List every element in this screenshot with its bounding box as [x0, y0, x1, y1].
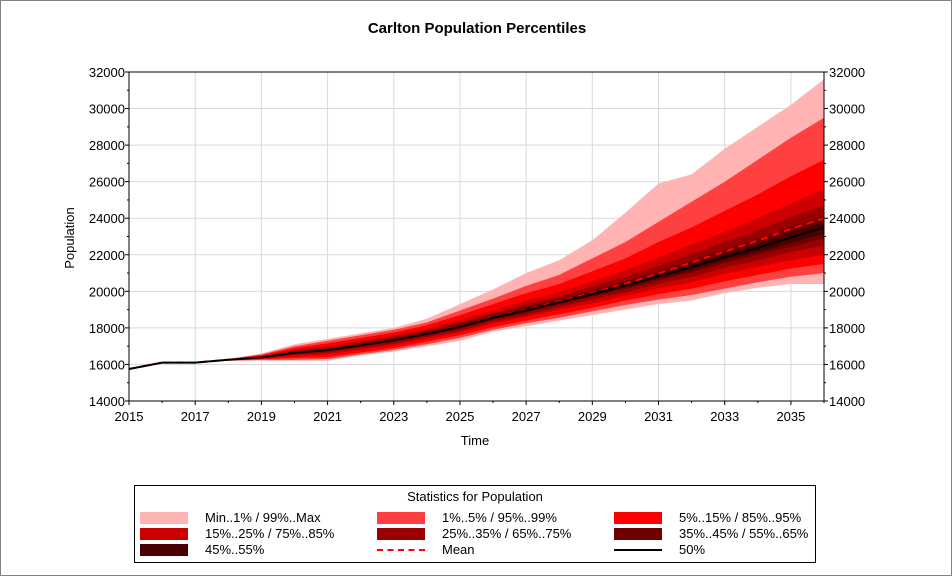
- y-tick-label: 20000: [89, 284, 125, 299]
- legend-item: 15%..25% / 75%..85%: [140, 526, 370, 542]
- y-tick-label: 14000: [89, 394, 125, 409]
- median-line: [128, 226, 825, 370]
- y-tick-label-right: 32000: [829, 65, 865, 80]
- chart-svg: Carlton Population Percentiles 14000 1400…: [62, 20, 865, 448]
- y-tick-label: 26000: [89, 175, 125, 190]
- y-tick-label-right: 20000: [829, 284, 865, 299]
- legend-label: 5%..15% / 85%..95%: [679, 510, 802, 525]
- legend-item: 50%: [614, 542, 844, 558]
- legend-swatch: [377, 528, 425, 540]
- y-tick-label: 32000: [89, 65, 125, 80]
- legend-label: 50%: [679, 542, 706, 557]
- y-tick-label-right: 28000: [829, 138, 865, 153]
- legend-title: Statistics for Population: [407, 489, 543, 504]
- x-tick-label: 2023: [379, 409, 408, 424]
- band-15-25-75-85-: [129, 189, 824, 369]
- y-tick-label-right: 14000: [829, 394, 865, 409]
- axis-ticks: 14000 14000 16000 16000 18000 18000 20000 20000…: [89, 65, 865, 424]
- series-lines: [128, 217, 825, 370]
- legend-item: 5%..15% / 85%..95%: [614, 510, 844, 526]
- legend-label: 45%..55%: [205, 542, 265, 557]
- legend-label: Mean: [442, 542, 475, 557]
- chart-title: Carlton Population Percentiles: [368, 20, 586, 37]
- legend-label: 25%..35% / 65%..75%: [442, 526, 572, 541]
- legend-swatch: [140, 512, 188, 524]
- legend-item: 45%..55%: [140, 542, 370, 558]
- x-tick-label: 2019: [247, 409, 276, 424]
- legend-swatch: [140, 528, 188, 540]
- x-tick-label: 2025: [445, 409, 474, 424]
- legend-line-sample: [614, 549, 662, 551]
- y-axis-label: Population: [62, 207, 77, 268]
- legend-label: 1%..5% / 95%..99%: [442, 510, 557, 525]
- legend-swatch: [140, 544, 188, 556]
- legend-label: 35%..45% / 55%..65%: [679, 526, 809, 541]
- y-tick-label: 22000: [89, 248, 125, 263]
- y-tick-label: 28000: [89, 138, 125, 153]
- legend: Statistics for Population Min..1% / 99%.…: [134, 485, 816, 563]
- x-tick-label: 2031: [644, 409, 673, 424]
- legend-item: 25%..35% / 65%..75%: [377, 526, 607, 542]
- x-tick-label: 2035: [776, 409, 805, 424]
- legend-line-sample: [377, 549, 425, 551]
- y-tick-label-right: 26000: [829, 175, 865, 190]
- legend-swatch: [614, 512, 662, 524]
- legend-swatch: [377, 512, 425, 524]
- y-tick-label: 18000: [89, 321, 125, 336]
- y-tick-label-right: 16000: [829, 357, 865, 372]
- legend-label: 15%..25% / 75%..85%: [205, 526, 335, 541]
- x-tick-label: 2017: [181, 409, 210, 424]
- y-tick-label-right: 24000: [829, 211, 865, 226]
- y-tick-label-right: 22000: [829, 248, 865, 263]
- y-tick-label: 24000: [89, 211, 125, 226]
- legend-label: Min..1% / 99%..Max: [205, 510, 321, 525]
- y-tick-label: 30000: [89, 102, 125, 117]
- x-tick-label: 2015: [115, 409, 144, 424]
- y-tick-label-right: 30000: [829, 102, 865, 117]
- percentile-bands: [129, 79, 824, 370]
- legend-item: 35%..45% / 55%..65%: [614, 526, 844, 542]
- legend-item: Min..1% / 99%..Max: [140, 510, 370, 526]
- x-axis-label: Time: [461, 433, 489, 448]
- x-tick-label: 2027: [512, 409, 541, 424]
- legend-item: 1%..5% / 95%..99%: [377, 510, 607, 526]
- legend-swatch: [614, 528, 662, 540]
- y-tick-label: 16000: [89, 357, 125, 372]
- y-tick-label-right: 18000: [829, 321, 865, 336]
- x-tick-label: 2021: [313, 409, 342, 424]
- x-tick-label: 2029: [578, 409, 607, 424]
- x-tick-label: 2033: [710, 409, 739, 424]
- legend-item: Mean: [377, 542, 607, 558]
